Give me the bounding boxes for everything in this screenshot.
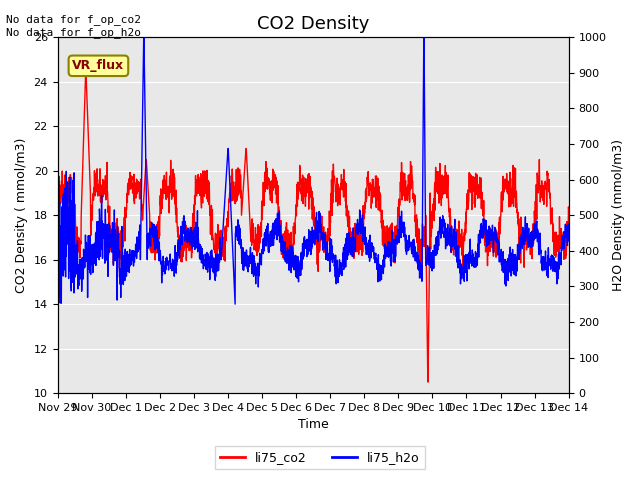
li75_co2 [424,379,431,385]
li75_h2o [525,233,533,239]
li75_co2 [226,195,234,201]
Line: li75_h2o: li75_h2o [58,37,603,304]
li75_h2o [364,246,371,252]
li75_co2 [525,236,533,242]
Text: No data for f_op_co2
No data for f_op_h2o: No data for f_op_co2 No data for f_op_h2… [6,14,141,38]
li75_h2o [591,273,599,278]
li75_h2o [495,246,502,252]
li75_co2 [495,249,502,255]
li75_h2o [226,183,234,189]
Title: CO2 Density: CO2 Density [257,15,369,33]
li75_h2o [599,244,607,250]
li75_co2 [599,210,607,216]
Y-axis label: H2O Density (mmol/m3): H2O Density (mmol/m3) [612,139,625,291]
Text: VR_flux: VR_flux [72,60,125,72]
li75_h2o [140,35,148,40]
li75_co2 [363,185,371,191]
Y-axis label: CO2 Density ( mmol/m3): CO2 Density ( mmol/m3) [15,138,28,293]
li75_co2 [82,68,90,73]
Line: li75_co2: li75_co2 [58,71,603,382]
li75_h2o [108,228,116,234]
li75_h2o [54,273,61,279]
li75_co2 [591,242,599,248]
X-axis label: Time: Time [298,419,328,432]
Legend: li75_co2, li75_h2o: li75_co2, li75_h2o [215,446,425,469]
li75_co2 [54,208,61,214]
li75_h2o [231,301,239,307]
li75_co2 [108,241,116,247]
